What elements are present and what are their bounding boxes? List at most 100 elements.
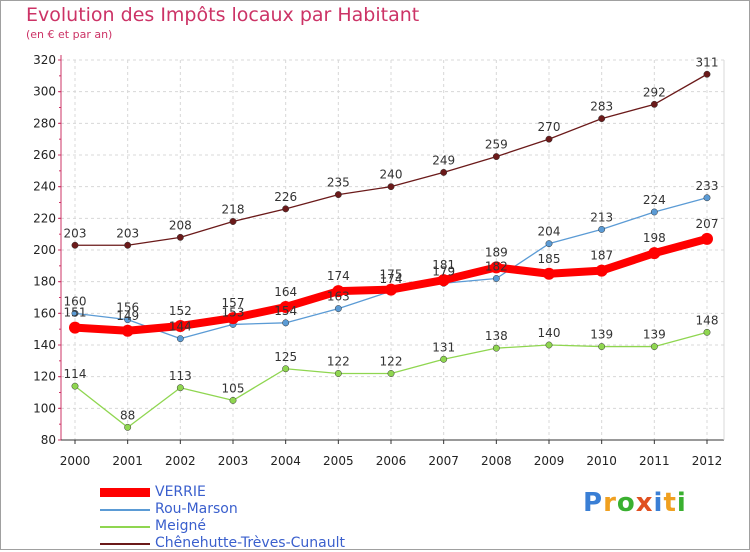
data-point-rou-marson xyxy=(598,225,606,233)
data-point-ch-nehutte-tr-ves-cunault xyxy=(71,241,79,249)
data-label-ch-nehutte-tr-ves-cunault: 240 xyxy=(380,168,403,182)
data-label-meign-: 140 xyxy=(538,326,561,340)
data-label-verrie: 198 xyxy=(643,231,666,245)
data-label-meign-: 122 xyxy=(327,355,350,369)
x-tick-label: 2004 xyxy=(270,454,301,468)
x-tick-label: 2003 xyxy=(218,454,249,468)
data-label-verrie: 149 xyxy=(116,309,139,323)
data-point-ch-nehutte-tr-ves-cunault xyxy=(598,115,606,123)
data-point-verrie xyxy=(648,247,661,260)
data-point-rou-marson xyxy=(176,335,184,343)
data-point-meign- xyxy=(650,343,658,351)
legend-item: VERRIE xyxy=(100,484,400,501)
data-point-verrie xyxy=(543,267,555,280)
data-label-meign-: 138 xyxy=(485,329,508,343)
data-point-rou-marson xyxy=(282,319,290,327)
data-label-verrie: 151 xyxy=(64,306,87,320)
data-point-verrie xyxy=(332,285,345,298)
x-tick-label: 2008 xyxy=(481,454,512,468)
data-label-rou-marson: 233 xyxy=(696,179,719,193)
data-label-ch-nehutte-tr-ves-cunault: 203 xyxy=(116,226,139,240)
y-tick-label: 140 xyxy=(33,338,56,352)
legend-label: Meigné xyxy=(155,518,206,534)
data-label-meign-: 113 xyxy=(169,369,192,383)
data-label-meign-: 125 xyxy=(274,350,297,364)
legend-swatch xyxy=(100,542,150,545)
data-point-ch-nehutte-tr-ves-cunault xyxy=(282,205,290,213)
y-tick-label: 320 xyxy=(33,53,56,67)
series-layer xyxy=(69,70,713,431)
data-label-rou-marson: 213 xyxy=(590,210,613,224)
data-point-rou-marson xyxy=(650,208,658,216)
y-tick-label: 180 xyxy=(33,275,56,289)
legend-label: Rou-Marson xyxy=(155,501,238,517)
data-label-ch-nehutte-tr-ves-cunault: 208 xyxy=(169,218,192,232)
data-point-rou-marson xyxy=(703,194,711,202)
data-label-verrie: 185 xyxy=(538,252,561,266)
data-point-verrie xyxy=(701,232,713,245)
data-label-ch-nehutte-tr-ves-cunault: 203 xyxy=(64,226,87,240)
legend-item: Rou-Marson xyxy=(100,501,400,518)
logo-letter: i xyxy=(676,488,687,518)
x-tick-label: 2007 xyxy=(428,454,459,468)
x-tick-label: 2006 xyxy=(376,454,407,468)
data-label-verrie: 175 xyxy=(380,268,403,282)
y-tick-label: 160 xyxy=(33,306,56,320)
y-tick-label: 220 xyxy=(33,211,56,225)
data-point-ch-nehutte-tr-ves-cunault xyxy=(176,233,184,241)
data-label-rou-marson: 182 xyxy=(485,260,508,274)
logo-letter: x xyxy=(635,488,654,518)
data-label-verrie: 164 xyxy=(274,285,297,299)
proxiti-logo: Proxiti xyxy=(583,488,687,518)
data-point-ch-nehutte-tr-ves-cunault xyxy=(650,100,658,108)
data-label-ch-nehutte-tr-ves-cunault: 249 xyxy=(432,153,455,167)
data-label-rou-marson: 204 xyxy=(538,225,561,239)
data-point-meign- xyxy=(124,423,132,431)
legend-swatch xyxy=(100,508,150,511)
y-tick-label: 200 xyxy=(33,243,56,257)
data-point-ch-nehutte-tr-ves-cunault xyxy=(334,191,342,199)
data-label-rou-marson: 153 xyxy=(222,305,245,319)
data-label-ch-nehutte-tr-ves-cunault: 218 xyxy=(222,203,245,217)
data-point-meign- xyxy=(229,396,237,404)
x-tick-label: 2012 xyxy=(692,454,723,468)
data-label-ch-nehutte-tr-ves-cunault: 283 xyxy=(590,100,613,114)
legend-label: VERRIE xyxy=(155,484,206,500)
data-label-ch-nehutte-tr-ves-cunault: 259 xyxy=(485,138,508,152)
data-label-ch-nehutte-tr-ves-cunault: 226 xyxy=(274,190,297,204)
data-label-meign-: 139 xyxy=(643,328,666,342)
y-tick-label: 240 xyxy=(33,180,56,194)
x-tick-label: 2010 xyxy=(586,454,617,468)
data-point-rou-marson xyxy=(334,305,342,313)
y-tick-label: 260 xyxy=(33,148,56,162)
data-point-verrie xyxy=(69,321,81,334)
data-point-rou-marson xyxy=(545,240,553,248)
data-labels: 203 203 208 218 226 235 240 249 259 270 283 292 311 1… xyxy=(64,55,719,422)
data-label-meign-: 148 xyxy=(696,313,719,327)
data-label-ch-nehutte-tr-ves-cunault: 292 xyxy=(643,85,666,99)
data-label-rou-marson: 160 xyxy=(64,294,87,308)
data-point-verrie xyxy=(121,324,134,337)
data-point-verrie xyxy=(227,312,239,325)
data-label-rou-marson: 163 xyxy=(327,290,350,304)
x-tick-label: 2009 xyxy=(534,454,565,468)
data-point-verrie xyxy=(595,264,608,277)
legend-item: Meigné xyxy=(100,518,400,535)
data-label-meign-: 139 xyxy=(590,328,613,342)
legend: VERRIE Rou-Marson Meigné Chênehutte-Trèves-… xyxy=(100,484,400,552)
x-tick-label: 2001 xyxy=(112,454,143,468)
y-tick-label: 120 xyxy=(33,370,56,384)
data-label-rou-marson: 154 xyxy=(274,304,297,318)
x-tick-label: 2000 xyxy=(60,454,91,468)
data-label-meign-: 105 xyxy=(222,381,245,395)
data-point-verrie xyxy=(490,261,503,274)
x-tick-label: 2005 xyxy=(323,454,354,468)
data-point-ch-nehutte-tr-ves-cunault xyxy=(229,218,237,225)
data-point-verrie xyxy=(385,283,397,296)
data-label-verrie: 181 xyxy=(432,258,455,272)
x-tick-label: 2002 xyxy=(165,454,196,468)
data-label-rou-marson: 156 xyxy=(116,301,139,315)
data-point-ch-nehutte-tr-ves-cunault xyxy=(492,153,500,161)
chart-subtitle: (en € et par an) xyxy=(26,28,113,41)
